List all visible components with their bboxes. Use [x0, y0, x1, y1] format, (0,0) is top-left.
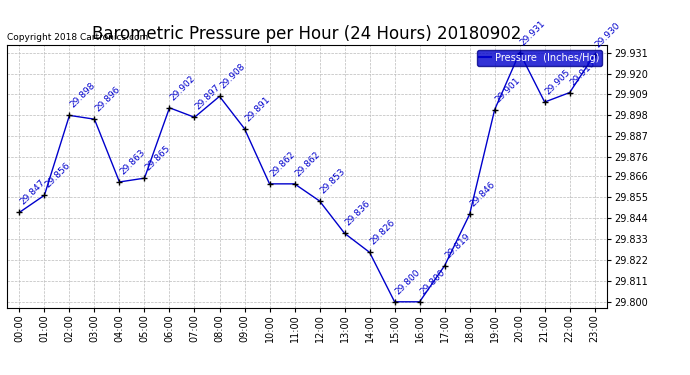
- Legend: Pressure  (Inches/Hg): Pressure (Inches/Hg): [477, 50, 602, 66]
- Title: Barometric Pressure per Hour (24 Hours) 20180902: Barometric Pressure per Hour (24 Hours) …: [92, 26, 522, 44]
- Text: 29.862: 29.862: [268, 150, 297, 178]
- Text: 29.908: 29.908: [219, 62, 247, 91]
- Text: 29.846: 29.846: [469, 180, 497, 209]
- Text: 29.931: 29.931: [519, 18, 547, 47]
- Text: 29.901: 29.901: [494, 75, 522, 104]
- Text: 29.853: 29.853: [319, 167, 347, 195]
- Text: 29.863: 29.863: [119, 148, 147, 176]
- Text: 29.930: 29.930: [594, 20, 622, 49]
- Text: 29.896: 29.896: [94, 85, 122, 114]
- Text: 29.905: 29.905: [544, 68, 573, 96]
- Text: 29.865: 29.865: [144, 144, 172, 172]
- Text: 29.800: 29.800: [394, 268, 422, 296]
- Text: 29.856: 29.856: [43, 161, 72, 190]
- Text: 29.862: 29.862: [294, 150, 322, 178]
- Text: 29.910: 29.910: [569, 58, 598, 87]
- Text: 29.897: 29.897: [194, 83, 222, 112]
- Text: 29.836: 29.836: [344, 199, 373, 228]
- Text: 29.847: 29.847: [19, 178, 47, 207]
- Text: 29.800: 29.800: [419, 268, 447, 296]
- Text: 29.826: 29.826: [368, 218, 397, 247]
- Text: 29.902: 29.902: [168, 74, 197, 102]
- Text: Copyright 2018 Cartronics.com: Copyright 2018 Cartronics.com: [7, 33, 148, 42]
- Text: 29.891: 29.891: [244, 94, 273, 123]
- Text: 29.819: 29.819: [444, 231, 473, 260]
- Text: 29.898: 29.898: [68, 81, 97, 110]
